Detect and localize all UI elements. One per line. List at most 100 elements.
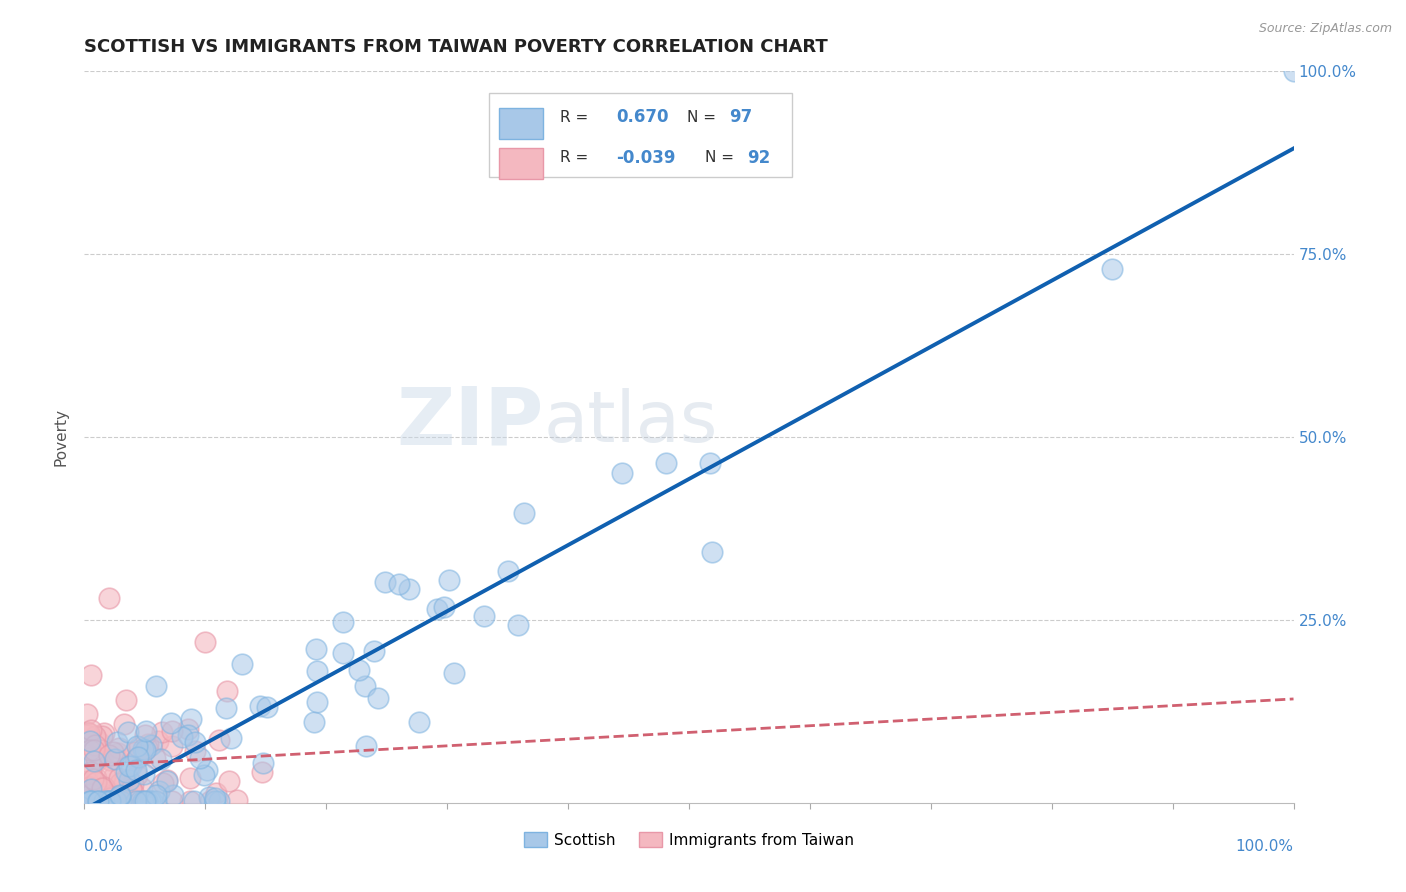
Point <box>84 793 107 807</box>
Point <box>193 768 215 782</box>
Point <box>127 750 149 764</box>
Point <box>108 789 131 803</box>
Text: Source: ZipAtlas.com: Source: ZipAtlas.com <box>1258 22 1392 36</box>
FancyBboxPatch shape <box>489 94 792 178</box>
Point <box>188 751 211 765</box>
Point <box>80 794 103 808</box>
Point <box>76 725 98 739</box>
Point <box>79 750 101 764</box>
Point <box>86 784 108 798</box>
Point <box>204 791 226 805</box>
Point <box>105 735 128 749</box>
Point <box>302 715 325 730</box>
Point <box>145 788 167 802</box>
Point <box>90 743 112 757</box>
Point <box>150 724 173 739</box>
Point <box>125 752 148 766</box>
Point <box>79 794 101 808</box>
Point <box>111 794 134 808</box>
Point <box>155 773 177 788</box>
Point <box>218 774 240 789</box>
Point <box>118 759 141 773</box>
Point <box>183 743 205 757</box>
Point <box>91 780 114 795</box>
Point <box>91 748 114 763</box>
Point <box>219 731 242 746</box>
Point <box>76 782 98 797</box>
Text: N =: N = <box>686 110 716 125</box>
Point <box>108 775 131 789</box>
Point <box>96 794 118 808</box>
Point <box>76 706 98 721</box>
Point <box>150 752 173 766</box>
Point <box>76 794 98 808</box>
Point <box>87 794 110 808</box>
Point <box>135 724 157 739</box>
Point <box>612 466 634 480</box>
Point <box>118 772 141 787</box>
Point <box>131 741 153 756</box>
Text: atlas: atlas <box>544 388 718 457</box>
Point <box>506 618 529 632</box>
Point <box>83 754 105 768</box>
Point <box>79 794 101 808</box>
Point <box>1101 261 1123 276</box>
Point <box>112 772 135 787</box>
Point <box>252 756 274 770</box>
Point <box>136 737 159 751</box>
Point <box>76 784 98 798</box>
Point <box>134 743 156 757</box>
Point <box>125 767 148 781</box>
Point <box>367 691 389 706</box>
Text: -0.039: -0.039 <box>616 149 676 167</box>
Point <box>128 739 150 754</box>
Point <box>1282 64 1305 78</box>
Point <box>398 582 420 596</box>
Point <box>117 788 139 802</box>
Point <box>118 794 141 808</box>
Point <box>82 772 104 786</box>
Point <box>125 763 148 777</box>
Point <box>110 794 132 808</box>
Point <box>83 742 105 756</box>
Point <box>426 602 449 616</box>
Point <box>91 729 114 743</box>
Point <box>134 728 156 742</box>
Point <box>87 794 110 808</box>
Point <box>307 696 329 710</box>
Point <box>122 777 145 791</box>
Point <box>443 665 465 680</box>
Point <box>98 790 121 805</box>
Point <box>205 786 228 800</box>
Point <box>433 599 456 614</box>
Point <box>82 789 104 804</box>
Point <box>145 679 167 693</box>
Point <box>170 731 193 745</box>
Point <box>138 794 160 808</box>
Point <box>145 794 167 808</box>
Point <box>215 701 238 715</box>
Point <box>107 746 129 760</box>
Point <box>162 794 184 808</box>
Point <box>332 646 354 660</box>
Point <box>363 644 385 658</box>
Point <box>97 747 120 762</box>
Point <box>195 763 218 777</box>
Point <box>332 615 354 630</box>
Point <box>76 788 98 802</box>
Point <box>121 785 143 799</box>
Point <box>200 794 222 808</box>
Point <box>84 754 107 768</box>
Point <box>101 745 124 759</box>
Point <box>655 457 678 471</box>
Point <box>374 575 396 590</box>
Point <box>120 781 142 796</box>
FancyBboxPatch shape <box>499 148 543 179</box>
Point <box>79 743 101 757</box>
Point <box>80 781 103 796</box>
Text: ZIP: ZIP <box>396 384 544 461</box>
Point <box>225 793 247 807</box>
Point <box>96 794 118 808</box>
Point <box>80 794 103 808</box>
Point <box>146 734 169 748</box>
